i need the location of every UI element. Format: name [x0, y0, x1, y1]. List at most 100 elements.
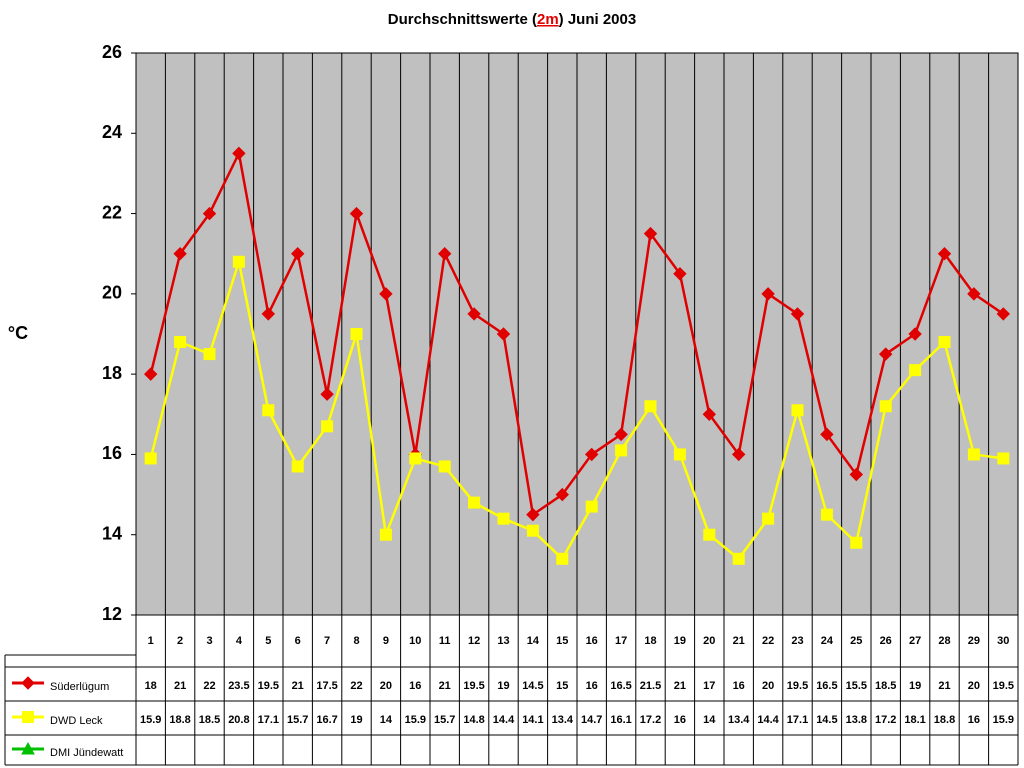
data-point	[731, 447, 746, 462]
x-tick-label: 30	[997, 635, 1009, 647]
table-value: 16	[586, 680, 598, 692]
table-value: 21.5	[640, 680, 661, 692]
table-value: 15.7	[434, 714, 455, 726]
table-value: 14.7	[581, 714, 602, 726]
data-point	[849, 467, 864, 482]
title-highlight: 2m	[537, 11, 559, 28]
chart-title: Durchschnittswerte (2m) Juni 2003	[388, 11, 636, 28]
table-value: 14.5	[522, 680, 543, 692]
table-value: 20.8	[228, 714, 249, 726]
table-value: 14.4	[757, 714, 779, 726]
data-point	[173, 247, 187, 261]
table-value: 15.9	[140, 714, 161, 726]
table-value: 18.8	[169, 714, 190, 726]
table-value: 17	[703, 680, 715, 692]
table-value: 23.5	[228, 680, 249, 692]
table-value: 19.5	[258, 680, 279, 692]
x-tick-label: 29	[968, 635, 980, 647]
data-point	[526, 507, 540, 522]
table-value: 21	[292, 680, 304, 692]
data-point	[261, 307, 276, 321]
data-point	[703, 528, 716, 541]
data-point	[820, 508, 833, 521]
y-tick-label: 14	[102, 523, 122, 543]
data-point	[761, 287, 775, 301]
legend-marker	[21, 741, 35, 755]
table-value: 18	[145, 680, 157, 692]
table-value: 20	[380, 680, 392, 692]
table-value: 21	[174, 680, 186, 692]
x-tick-label: 21	[733, 635, 745, 647]
data-point	[468, 496, 481, 509]
data-point	[791, 404, 804, 417]
data-point	[673, 267, 687, 281]
y-tick-label: 20	[102, 283, 122, 303]
series-line	[149, 261, 1004, 561]
data-point	[702, 407, 717, 421]
data-point	[585, 500, 598, 513]
x-tick-label: 10	[409, 635, 421, 647]
data-point	[790, 307, 805, 321]
x-tick-label: 16	[586, 635, 598, 647]
data-point	[762, 512, 775, 525]
table-value: 17.1	[787, 714, 808, 726]
y-tick-label: 24	[102, 122, 122, 142]
table-value: 16	[409, 680, 421, 692]
data-point	[497, 512, 510, 525]
x-tick-label: 23	[791, 635, 803, 647]
title-part: ) Juni 2003	[559, 11, 637, 28]
data-point	[938, 336, 951, 349]
x-tick-label: 22	[762, 635, 774, 647]
data-point	[438, 460, 451, 473]
table-value: 14.1	[522, 714, 543, 726]
table-value: 14	[380, 714, 393, 726]
data-point	[909, 364, 922, 377]
table-value: 14	[703, 714, 716, 726]
table-value: 21	[439, 680, 451, 692]
table-value: 16.7	[316, 714, 337, 726]
data-point	[615, 444, 628, 457]
y-tick-label: 16	[102, 443, 122, 463]
table-value: 19	[909, 680, 921, 692]
x-tick-label: 20	[703, 635, 715, 647]
data-point	[878, 347, 893, 361]
table-value: 17.2	[640, 714, 661, 726]
data-point	[379, 528, 392, 541]
x-tick-label: 18	[644, 635, 656, 647]
data-point	[320, 387, 334, 401]
data-point	[937, 247, 952, 261]
table-value: 16	[968, 714, 980, 726]
data-point	[350, 328, 363, 340]
table-value: 18.5	[875, 680, 896, 692]
series-line	[149, 149, 1005, 517]
table-value: 22	[350, 680, 362, 692]
data-point	[556, 552, 569, 565]
table-value: 15.9	[993, 714, 1014, 726]
table-value: 19	[497, 680, 509, 692]
table-value: 13.4	[552, 714, 574, 726]
y-tick-label: 18	[102, 363, 122, 383]
table-value: 16	[674, 714, 686, 726]
table-value: 22	[203, 680, 215, 692]
data-point	[496, 327, 511, 341]
data-point	[321, 420, 334, 433]
x-tick-label: 15	[556, 635, 568, 647]
data-point	[232, 146, 246, 161]
data-point	[967, 448, 980, 461]
table-value: 19.5	[463, 680, 484, 692]
table-value: 19	[350, 714, 362, 726]
data-point	[908, 327, 922, 341]
x-tick-label: 24	[821, 635, 834, 647]
legend-marker	[21, 676, 35, 690]
table-value: 16.1	[610, 714, 631, 726]
table-value: 21	[674, 680, 686, 692]
table-value: 18.1	[904, 714, 925, 726]
x-tick-label: 9	[383, 635, 389, 647]
data-point	[202, 206, 217, 221]
table-value: 21	[938, 680, 950, 692]
legend-label: Süderlügum	[50, 681, 109, 693]
legend-label: DWD Leck	[50, 715, 103, 727]
data-point	[409, 452, 422, 465]
data-point	[232, 255, 245, 268]
